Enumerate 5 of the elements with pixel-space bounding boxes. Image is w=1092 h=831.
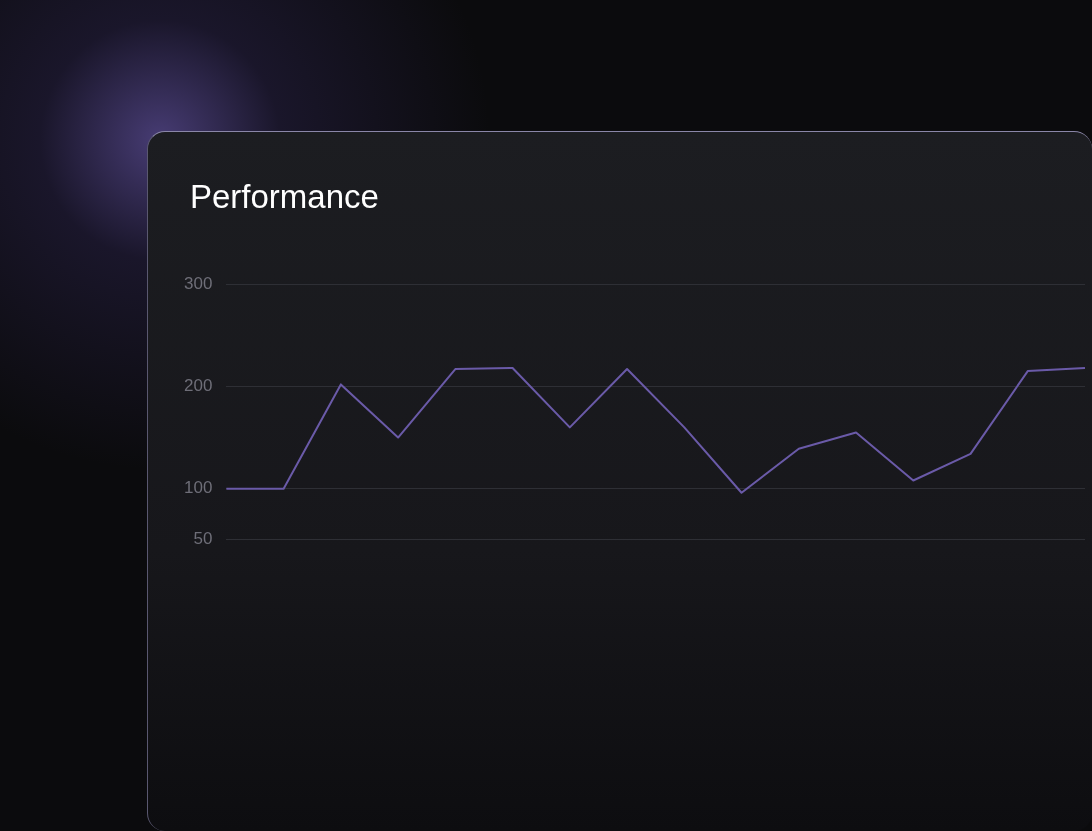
y-tick-label: 100 xyxy=(183,478,213,498)
y-tick-label: 300 xyxy=(183,273,213,293)
y-tick-label: 50 xyxy=(193,529,213,549)
chart-title: Performance xyxy=(190,178,379,216)
y-tick-label: 200 xyxy=(183,376,213,396)
